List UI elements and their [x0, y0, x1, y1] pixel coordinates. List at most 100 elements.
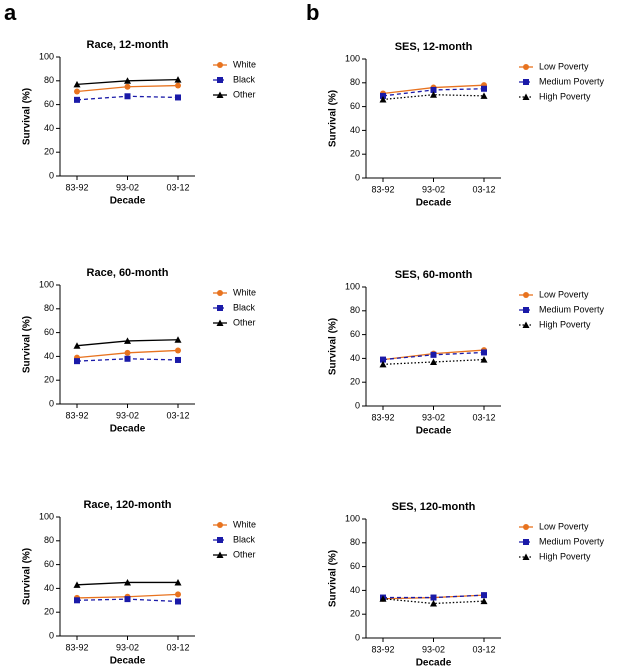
- chart-title: Race, 60-month: [87, 267, 169, 279]
- panel-label: a: [4, 0, 17, 25]
- legend-label: Black: [233, 302, 256, 312]
- y-tick-label: 80: [350, 77, 360, 87]
- legend-label: Medium Poverty: [539, 76, 605, 86]
- point: [216, 91, 224, 98]
- point: [480, 92, 488, 99]
- point: [430, 358, 437, 365]
- point: [379, 360, 387, 368]
- y-tick-label: 20: [350, 377, 360, 387]
- point: [174, 76, 182, 83]
- y-tick-label: 20: [44, 607, 54, 617]
- point: [217, 290, 223, 296]
- x-tick-label: 83-92: [371, 644, 394, 654]
- x-tick-label: 03-12: [472, 644, 495, 654]
- point: [175, 82, 181, 89]
- point: [73, 80, 81, 88]
- point: [480, 597, 488, 605]
- y-tick-label: 0: [49, 630, 54, 640]
- legend-label: Low Poverty: [539, 289, 589, 299]
- y-tick-label: 20: [350, 609, 360, 619]
- series-line: [382, 94, 485, 101]
- x-axis-label: Decade: [110, 656, 146, 666]
- point: [175, 598, 181, 605]
- y-tick-label: 60: [350, 561, 360, 571]
- point: [124, 77, 131, 84]
- x-axis-label: Decade: [110, 424, 146, 435]
- y-tick-label: 100: [345, 281, 360, 291]
- point: [74, 88, 80, 95]
- chart-title: Race, 120-month: [83, 499, 171, 511]
- y-tick-label: 20: [44, 147, 54, 157]
- y-tick-label: 20: [44, 375, 54, 385]
- chart-title: SES, 60-month: [395, 269, 473, 281]
- x-tick-label: 93-02: [116, 642, 139, 652]
- panel-label: b: [306, 0, 319, 25]
- point: [217, 305, 223, 311]
- x-tick-label: 93-02: [116, 182, 139, 192]
- point: [174, 578, 182, 586]
- point: [379, 595, 387, 602]
- y-tick-label: 80: [350, 305, 360, 315]
- y-axis-label: Survival (%): [328, 318, 339, 375]
- point: [73, 342, 81, 349]
- chart-title: Race, 12-month: [87, 39, 169, 51]
- point: [380, 356, 386, 363]
- legend-label: Black: [233, 534, 256, 544]
- y-tick-label: 40: [350, 353, 360, 363]
- point: [523, 307, 529, 313]
- y-tick-label: 0: [355, 172, 360, 182]
- point: [124, 337, 131, 344]
- legend-label: Low Poverty: [539, 521, 589, 531]
- x-tick-label: 83-92: [65, 410, 88, 420]
- x-tick-label: 93-02: [422, 184, 445, 194]
- point: [217, 77, 223, 83]
- x-tick-label: 83-92: [371, 412, 394, 422]
- point: [216, 551, 224, 558]
- legend-label: High Poverty: [539, 551, 591, 561]
- point: [522, 93, 530, 100]
- x-tick-label: 93-02: [422, 412, 445, 422]
- x-tick-label: 03-12: [166, 642, 189, 652]
- x-tick-label: 83-92: [65, 642, 88, 652]
- point: [74, 597, 80, 604]
- legend-label: High Poverty: [539, 91, 591, 101]
- y-tick-label: 60: [350, 101, 360, 111]
- y-axis-label: Survival (%): [328, 550, 339, 607]
- y-tick-label: 60: [44, 559, 54, 569]
- point: [73, 581, 81, 588]
- point: [523, 539, 529, 545]
- y-tick-label: 100: [39, 279, 54, 289]
- y-tick-label: 0: [49, 170, 54, 180]
- y-tick-label: 0: [49, 398, 54, 408]
- point: [174, 336, 182, 343]
- legend-label: White: [233, 519, 256, 529]
- point: [124, 83, 131, 90]
- x-axis-label: Decade: [416, 658, 452, 666]
- point: [481, 592, 487, 599]
- legend-label: Medium Poverty: [539, 304, 605, 314]
- y-tick-label: 60: [44, 99, 54, 109]
- y-tick-label: 100: [345, 53, 360, 63]
- x-tick-label: 03-12: [472, 184, 495, 194]
- x-tick-label: 03-12: [166, 182, 189, 192]
- y-tick-label: 40: [44, 351, 54, 361]
- y-tick-label: 80: [44, 75, 54, 85]
- point: [430, 351, 437, 358]
- point: [74, 358, 80, 365]
- x-tick-label: 03-12: [166, 410, 189, 420]
- x-tick-label: 83-92: [371, 184, 394, 194]
- point: [481, 85, 487, 92]
- legend-label: High Poverty: [539, 319, 591, 329]
- y-axis-label: Survival (%): [22, 548, 33, 605]
- point: [74, 96, 80, 103]
- point: [124, 596, 131, 603]
- y-tick-label: 40: [350, 585, 360, 595]
- point: [124, 578, 131, 586]
- point: [523, 524, 529, 530]
- point: [216, 319, 224, 326]
- point: [217, 537, 223, 543]
- x-axis-label: Decade: [110, 196, 146, 207]
- x-axis-label: Decade: [416, 198, 452, 209]
- y-tick-label: 0: [355, 632, 360, 642]
- point: [124, 349, 131, 356]
